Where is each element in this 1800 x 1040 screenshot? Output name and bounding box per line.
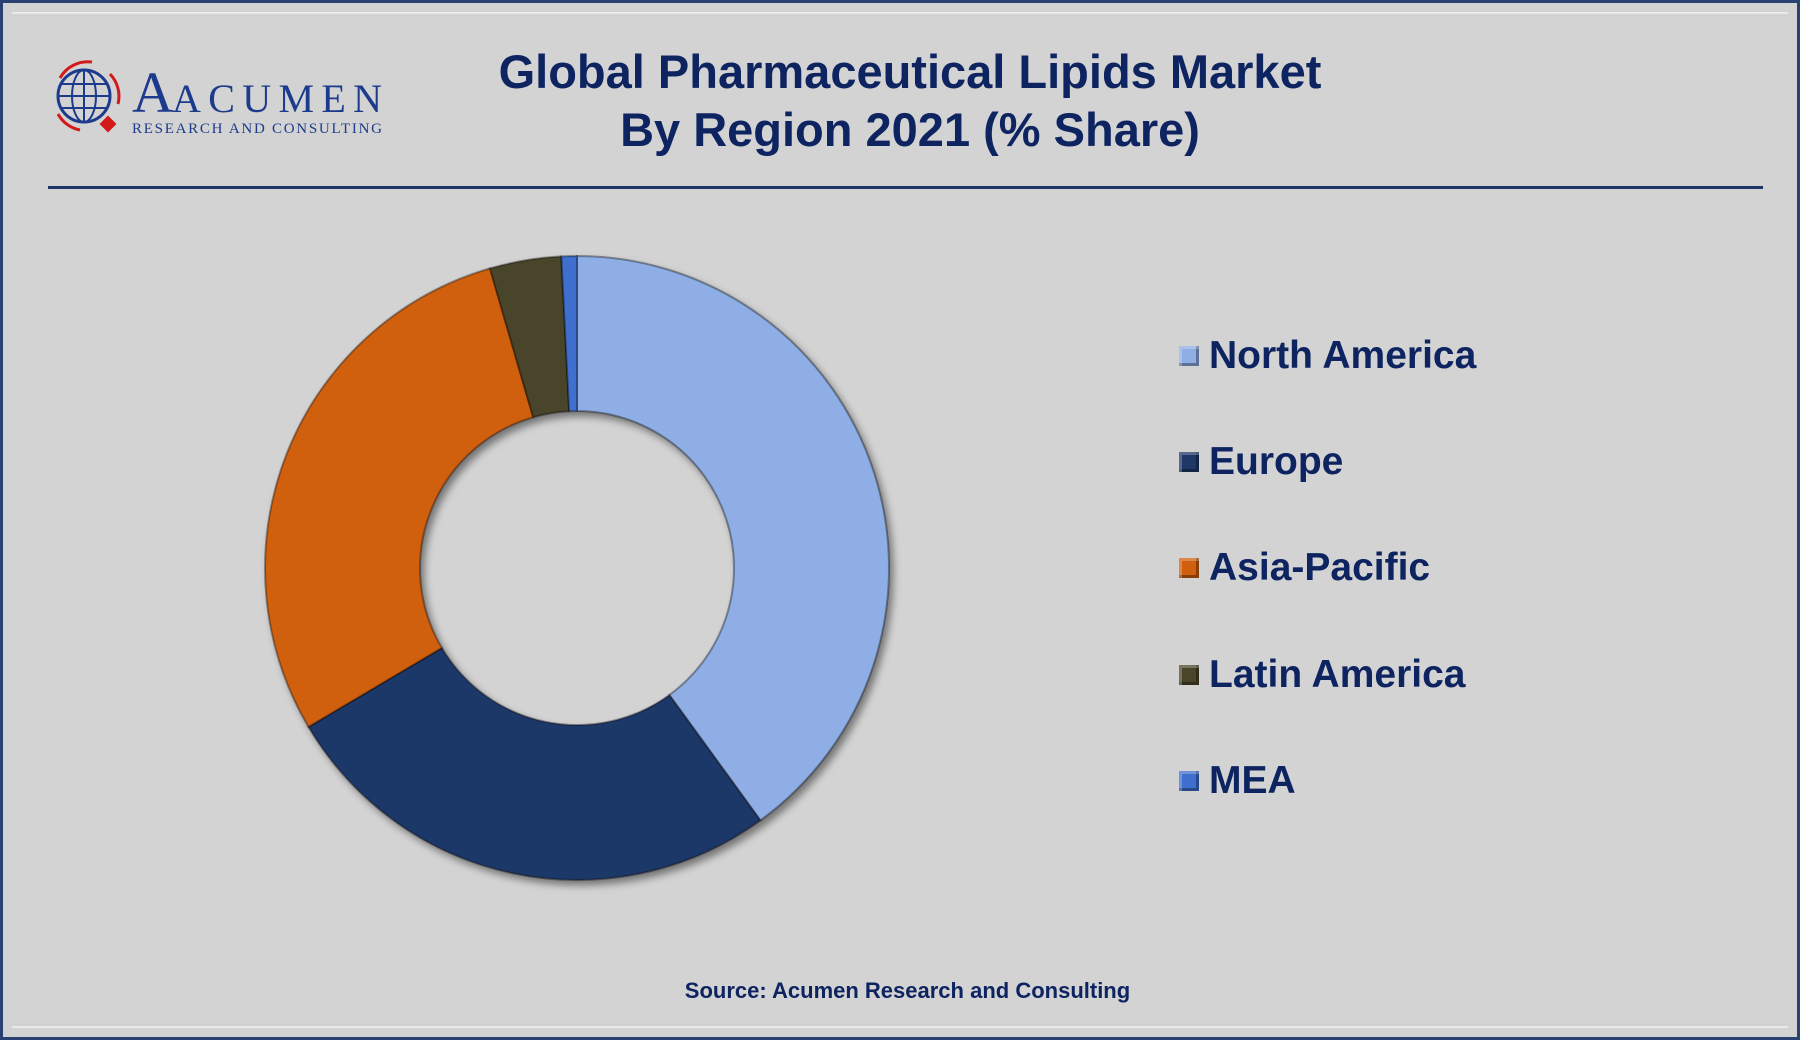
legend-item-mea: MEA [1179, 759, 1296, 803]
legend-label: MEA [1209, 759, 1296, 802]
legend-swatch [1179, 452, 1199, 472]
legend-label: Europe [1209, 440, 1344, 483]
legend-item-latin-america: Latin America [1179, 653, 1465, 697]
legend-item-north-america: North America [1179, 334, 1476, 378]
svg-text:A: A [132, 60, 174, 125]
title-divider [48, 186, 1763, 189]
legend-swatch [1179, 771, 1199, 791]
donut-slice-asia-pacific [264, 267, 535, 729]
donut-slice-north-america [576, 254, 890, 822]
chart-title-line2: By Region 2021 (% Share) [620, 103, 1200, 156]
legend-item-europe: Europe [1179, 440, 1343, 484]
legend-swatch [1179, 558, 1199, 578]
source-note: Source: Acumen Research and Consulting [684, 978, 1131, 1003]
legend-swatch [1179, 665, 1199, 685]
donut-slice-mea [560, 254, 578, 413]
globe-icon [56, 60, 121, 133]
logo-tagline: RESEARCH AND CONSULTING [132, 121, 382, 137]
legend-label: Asia-Pacific [1209, 546, 1431, 589]
chart-title-line1: Global Pharmaceutical Lipids Market [498, 45, 1322, 98]
legend-label: North America [1209, 334, 1477, 377]
donut-slice-europe [307, 646, 762, 881]
legend-item-asia-pacific: Asia-Pacific [1179, 546, 1430, 590]
legend-swatch [1179, 346, 1199, 366]
acumen-logo: A ACUMEN RESEARCH AND CONSULTING [56, 60, 382, 137]
legend-label: Latin America [1209, 653, 1466, 696]
frame-bevel-bottom [12, 1024, 1788, 1028]
frame-bevel-top [12, 12, 1788, 16]
